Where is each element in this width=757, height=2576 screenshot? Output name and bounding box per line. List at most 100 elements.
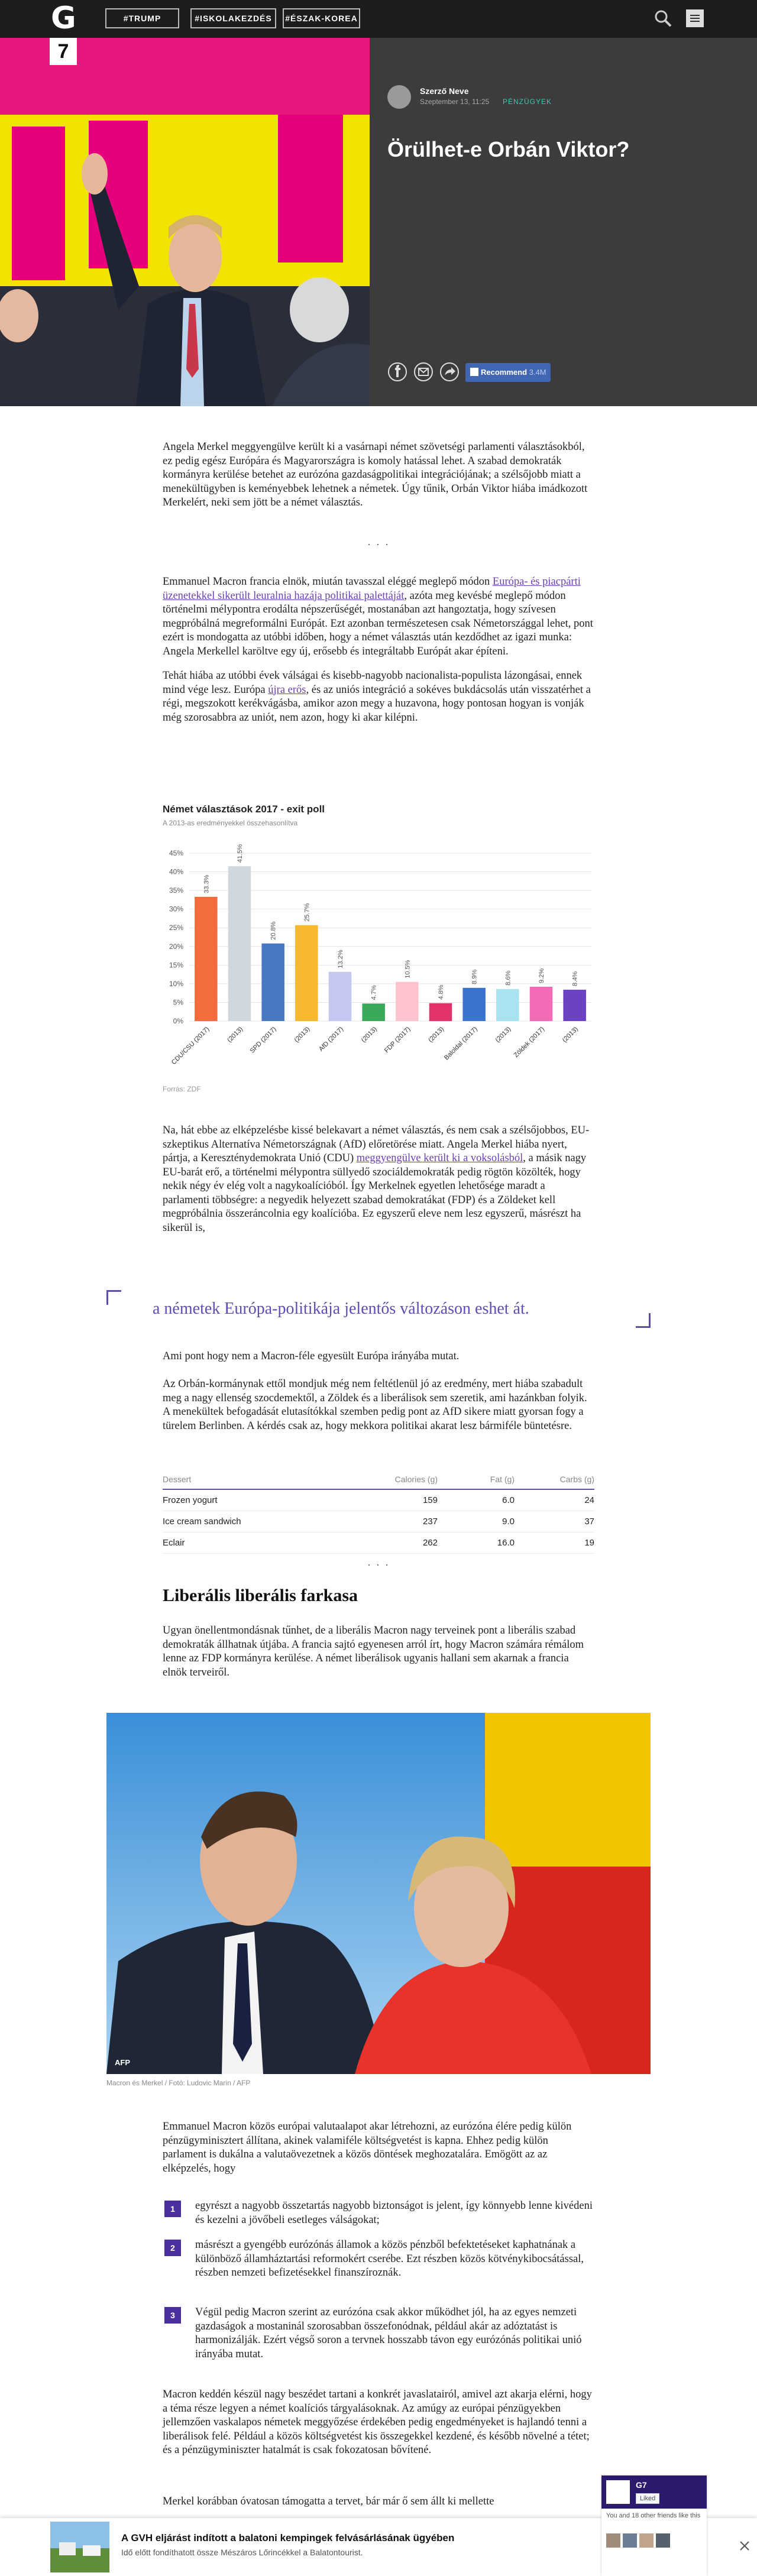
value-label: 9.2% [538, 968, 545, 983]
author-name[interactable]: Szerző Neve [420, 86, 469, 96]
paragraph: Macron keddén készül nagy beszédet tarta… [163, 2389, 592, 2456]
list-number: 3 [164, 2307, 181, 2324]
separator: · · · [367, 1558, 390, 1570]
bar [529, 986, 553, 1021]
logo[interactable]: G [51, 1, 76, 36]
article-photo: AFP [106, 1713, 651, 2074]
value-label: 8.9% [471, 970, 478, 984]
close-button[interactable] [739, 2541, 750, 2551]
promo-subtitle: Idő előtt fondíthatott össze Mészáros Lő… [121, 2548, 363, 2557]
y-tick-label: 10% [169, 980, 183, 988]
friend-avatar [639, 2533, 654, 2548]
text: Tehát hiába az utóbbi évek válságai és k… [163, 670, 583, 696]
photo-caption: Macron és Merkel / Fotó: Ludovic Marin /… [106, 2079, 251, 2087]
tag-link[interactable]: #ISKOLAKEZDÉS [190, 8, 276, 28]
table-cell: 16.0 [438, 1532, 515, 1554]
pull-quote: a németek Európa-politikája jelentős vál… [106, 1290, 651, 1328]
y-tick-label: 35% [169, 886, 183, 895]
table-cell: 6.0 [438, 1489, 515, 1511]
paragraph: Emmanuel Macron közös európai valutaalap… [163, 2121, 572, 2175]
table-cell: 9.0 [438, 1511, 515, 1532]
link[interactable]: Európa- és piacpárti üzenetekkel sikerül… [163, 576, 581, 602]
hero-panel: Szerző Neve Szeptember 13, 11:25 PÉNZÜGY… [370, 38, 757, 406]
paragraph: Merkel korábban óvatosan támogatta a ter… [163, 2496, 494, 2507]
text: , a másik nagy EU-barát erő, a történelm… [163, 1152, 587, 1234]
widget-page-name[interactable]: G7 [636, 2480, 647, 2490]
bar [328, 971, 352, 1021]
tag-link[interactable]: #TRUMP [105, 8, 179, 28]
tag-link[interactable]: #ÉSZAK-KOREA [283, 8, 360, 28]
menu-icon[interactable] [686, 9, 704, 27]
article-title: Örülhet-e Orbán Viktor? [387, 137, 630, 161]
column-header: Dessert [163, 1470, 340, 1490]
value-label: 20.8% [270, 921, 277, 939]
x-tick-label: (2013) [360, 1026, 378, 1044]
y-tick-label: 5% [173, 998, 184, 1006]
search-icon[interactable] [653, 8, 673, 28]
table-cell: Eclair [163, 1532, 340, 1554]
subheading: Liberális liberális farkasa [163, 1586, 358, 1605]
x-tick-label: (2013) [427, 1026, 445, 1044]
table-cell: 24 [515, 1489, 594, 1511]
share-icons [388, 362, 459, 381]
liked-button[interactable]: Liked [636, 2493, 660, 2504]
text: Na, hát ebbe az elképzelésbe kissé belek… [163, 1125, 590, 1164]
promo-title[interactable]: A GVH eljárást indított a balatoni kempi… [121, 2532, 455, 2543]
x-tick-label: AfD (2017) [318, 1026, 345, 1053]
share-facebook[interactable] [388, 362, 407, 381]
x-tick-label: (2013) [561, 1026, 580, 1044]
y-tick-label: 25% [169, 924, 183, 932]
share-email[interactable] [414, 362, 433, 381]
link[interactable]: újra erős [268, 683, 306, 696]
promo-thumbnail [50, 2522, 109, 2572]
column-header: Carbs (g) [515, 1470, 594, 1490]
table-row: Eclair 262 16.0 19 [163, 1532, 594, 1554]
bar [228, 866, 251, 1021]
x-tick-label: Zöldek (2017) [513, 1026, 546, 1059]
paragraph: Angela Merkel meggyengülve került ki a v… [163, 441, 588, 508]
value-label: 10.5% [404, 960, 411, 978]
table-header: Dessert Calories (g) Fat (g) Carbs (g) [163, 1470, 594, 1490]
paragraph: Na, hát ebbe az elképzelésbe kissé belek… [163, 1124, 594, 1235]
paragraph: Emmanuel Macron francia elnök, miután ta… [163, 575, 594, 659]
share-forward[interactable] [440, 362, 459, 381]
recommend-label[interactable]: Recommend [481, 368, 528, 377]
link[interactable]: meggyengülve került ki a voksolásból [356, 1152, 523, 1164]
y-tick-label: 45% [169, 849, 183, 857]
table-cell: 19 [515, 1532, 594, 1554]
value-label: 25.7% [303, 903, 310, 921]
widget-header: G7 Liked [601, 2475, 707, 2509]
list-text: Végül pedig Macron szerint az eurózóna c… [195, 2306, 582, 2360]
bar [362, 1003, 385, 1021]
bar [462, 987, 486, 1021]
logo-badge: 7 [50, 38, 77, 65]
table-cell: Frozen yogurt [163, 1489, 340, 1511]
bar [396, 981, 419, 1021]
recommend-count: 3.4M [529, 368, 546, 377]
chart-source: Forrás: ZDF [163, 1085, 201, 1093]
bar [429, 1003, 452, 1021]
column-header: Calories (g) [340, 1470, 438, 1490]
quote-corner [636, 1313, 651, 1328]
x-tick-label: (2013) [494, 1026, 512, 1044]
table-cell: Ice cream sandwich [163, 1511, 340, 1532]
author-avatar [387, 85, 411, 109]
widget-logo [606, 2480, 630, 2504]
value-label: 8.4% [572, 971, 579, 986]
friends-text: You and 18 other friends like this [606, 2512, 701, 2519]
quote-corner [106, 1290, 121, 1305]
paragraph: Ugyan önellentmondásnak tűnhet, de a lib… [163, 1625, 584, 1679]
text: , és az uniós integráció a sokéves bukdá… [163, 683, 591, 724]
value-label: 33.3% [203, 874, 210, 893]
facebook-recommend[interactable]: Recommend 3.4M [465, 363, 551, 382]
separator: · · · [367, 538, 390, 550]
photo-credit: AFP [115, 2058, 130, 2067]
x-tick-label: Baloldal (2017) [443, 1026, 479, 1062]
friend-avatar [656, 2533, 670, 2548]
category[interactable]: PÉNZÜGYEK [503, 98, 552, 106]
column-header: Fat (g) [438, 1470, 515, 1490]
table-row: Frozen yogurt 159 6.0 24 [163, 1489, 594, 1511]
table-cell: 159 [340, 1489, 438, 1511]
chart: Német választások 2017 - exit poll A 201… [163, 804, 591, 1093]
chart-title: Német választások 2017 - exit poll [163, 804, 325, 815]
